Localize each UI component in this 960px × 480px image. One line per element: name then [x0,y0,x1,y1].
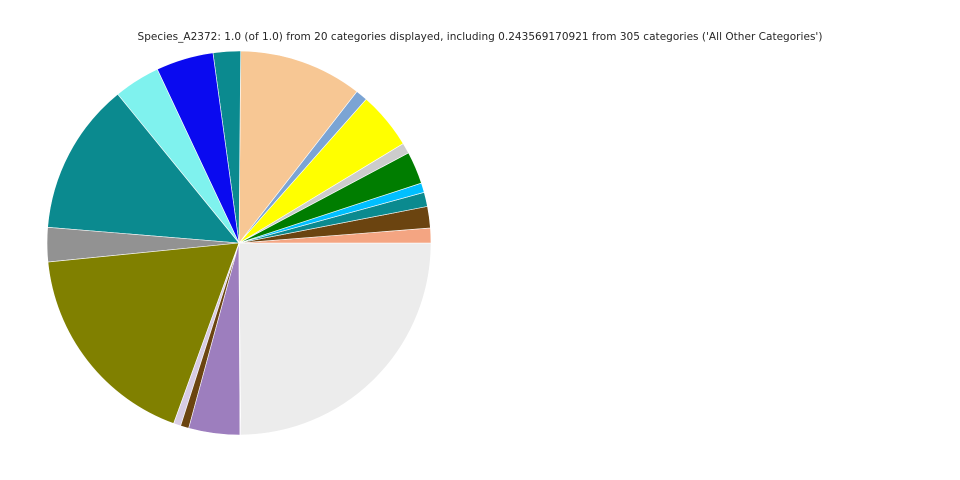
pie-slice[interactable] [238,242,241,436]
pie-slice[interactable] [47,242,240,424]
pie-slice[interactable] [47,93,240,244]
pie-slice[interactable] [238,50,358,244]
chart-title: Species_A2372: 1.0 (of 1.0) from 20 cate… [137,31,823,43]
pie-slice[interactable] [238,242,432,436]
pie-slices-group [46,50,432,436]
